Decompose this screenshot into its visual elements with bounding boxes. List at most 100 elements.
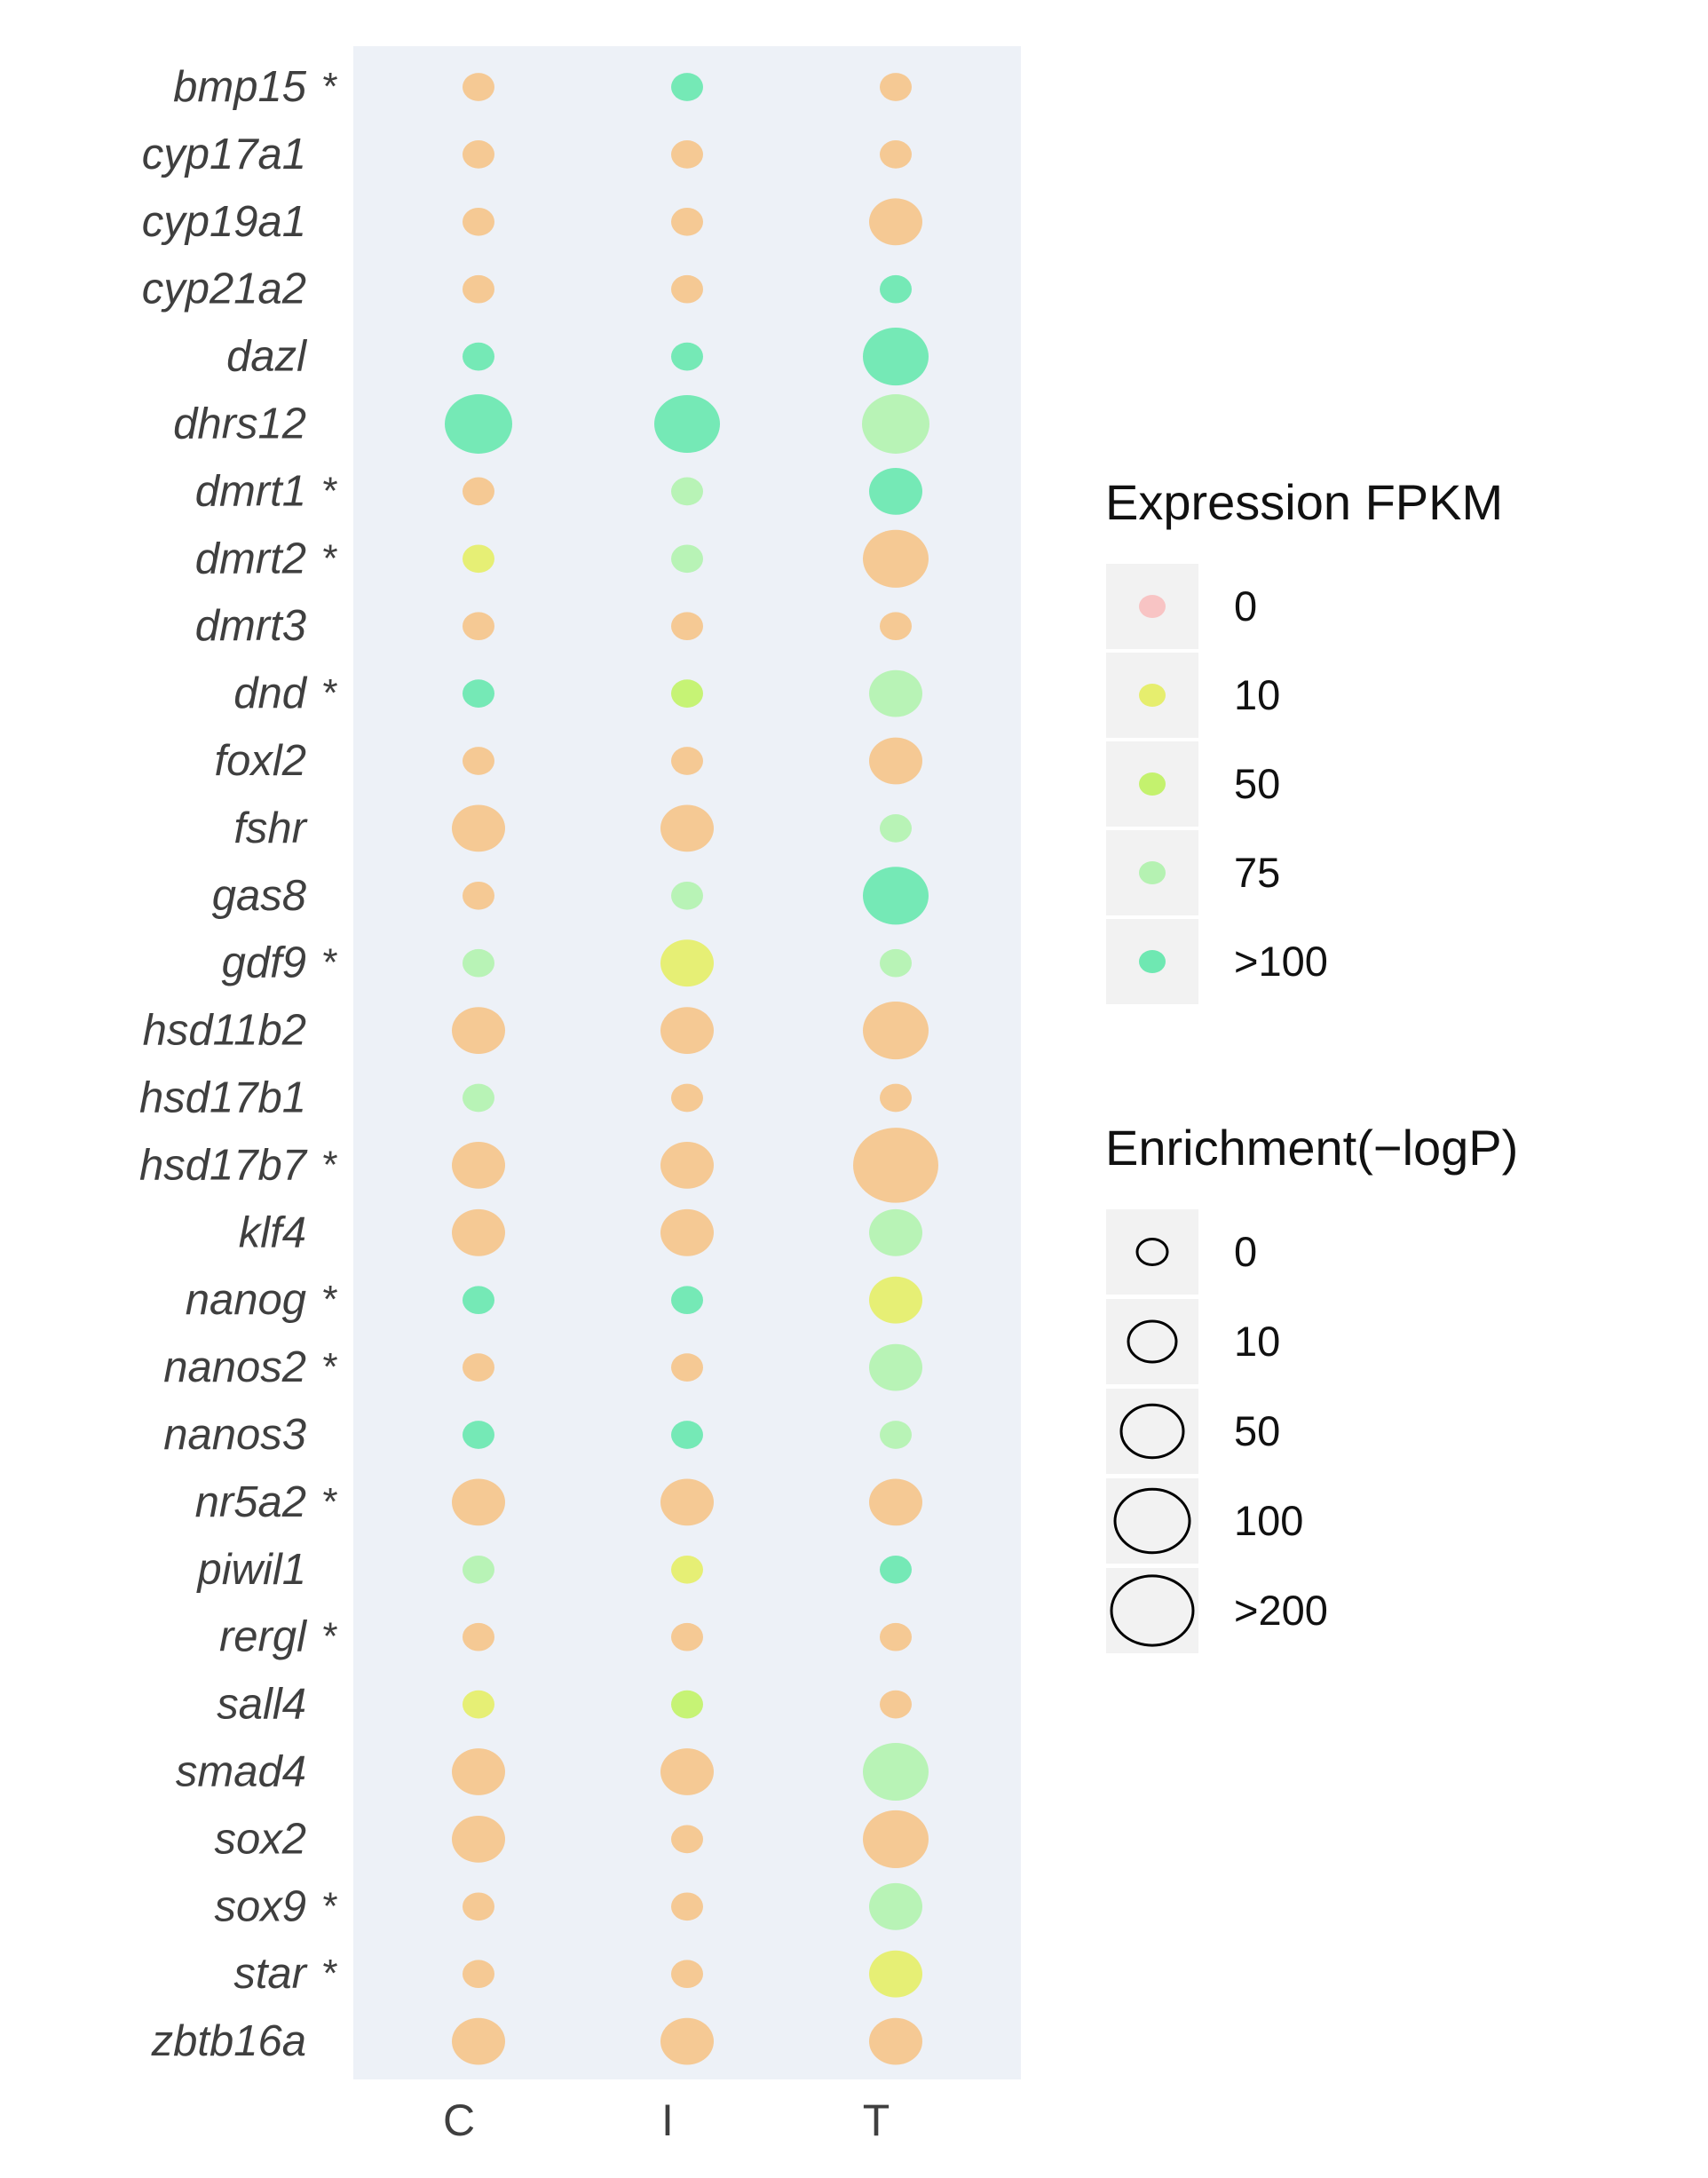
legend-size-label: >200 [1234,1587,1328,1634]
legend-size-label: 100 [1234,1497,1303,1544]
gene-label-zbtb16a: zbtb16a [151,2017,306,2065]
dot-klf4-T [869,1208,922,1256]
legend-size-label: 10 [1234,1318,1280,1365]
dot-nanos3-T [880,1421,912,1449]
dot-nanos2-T [869,1343,922,1391]
gene-label-dnd: dnd [233,669,308,717]
legend-size-swatch [1135,1238,1169,1266]
legend-color-swatch [1139,595,1166,618]
gene-label-piwil1: piwil1 [195,1546,306,1594]
dot-sox9-T [869,1882,922,1930]
x-tick-label-I: I [661,2095,674,2145]
dot-gdf9-C [463,948,494,978]
dot-nanog-T [869,1276,922,1324]
significance-star: * [322,941,337,985]
dot-dazl-I [671,342,703,371]
significance-star: * [322,469,337,512]
gene-label-cyp17a1: cyp17a1 [142,131,306,178]
gene-label-hsd17b1: hsd17b1 [139,1074,306,1122]
gene-label-cyp19a1: cyp19a1 [142,198,306,246]
dot-cyp21a2-I [671,274,703,304]
dot-fshr-C [452,804,505,852]
dot-hsd17b7-I [660,1142,714,1189]
significance-star: * [322,1615,337,1659]
gene-label-nanos2: nanos2 [163,1343,306,1391]
dot-cyp17a1-I [671,140,703,169]
dot-gas8-C [463,881,494,910]
dot-hsd17b1-T [880,1083,912,1113]
dot-nanos3-C [463,1421,494,1449]
dot-nanog-C [463,1286,494,1315]
gene-label-foxl2: foxl2 [214,737,306,785]
dot-nanog-I [671,1286,703,1315]
dot-fshr-T [880,814,912,843]
dot-foxl2-C [463,747,494,775]
dot-fshr-I [660,804,714,852]
legend-color-swatch [1139,684,1166,707]
legend-title-expression: Expression FPKM [1105,474,1503,530]
legend-key-background [1106,1568,1198,1653]
plot-panel-background [353,46,1021,2079]
legend-color-label: >100 [1234,938,1328,985]
dot-piwil1-C [463,1555,494,1584]
legend-size-swatch [1113,1487,1191,1555]
x-tick-label-C: C [443,2095,475,2145]
legend-title-enrichment: Enrichment(−logP) [1105,1120,1518,1176]
gene-label-dhrs12: dhrs12 [173,400,306,448]
dot-sall4-T [880,1690,912,1719]
dot-dnd-C [463,679,494,708]
dot-dmrt2-C [463,544,494,574]
gene-label-gdf9: gdf9 [222,939,306,987]
dot-hsd17b1-I [671,1083,703,1113]
dot-nr5a2-C [452,1478,505,1526]
dot-sall4-I [671,1690,703,1719]
dot-sox2-T [863,1810,929,1868]
legend-key-background [1106,1299,1198,1384]
dot-hsd11b2-I [660,1007,714,1054]
significance-star: * [322,1345,337,1389]
dot-dmrt3-C [463,612,494,641]
gene-label-dmrt1: dmrt1 [195,467,306,515]
dot-hsd17b7-C [452,1142,505,1189]
gene-label-fshr: fshr [233,804,307,852]
dot-gas8-T [863,867,929,925]
dot-bmp15-T [880,73,912,101]
significance-star: * [322,1278,337,1321]
dot-gdf9-T [880,948,912,978]
significance-star: * [322,1884,337,1928]
gene-label-nr5a2: nr5a2 [195,1478,306,1526]
dot-sox2-C [452,1815,505,1863]
dot-star-I [671,1960,703,1989]
gene-label-sox9: sox9 [214,1882,306,1930]
gene-label-dmrt2: dmrt2 [195,535,306,582]
legend-color-label: 0 [1234,582,1257,630]
significance-star: * [322,1952,337,1995]
dot-hsd11b2-T [863,1002,929,1060]
dot-smad4-I [660,1748,714,1795]
dot-dmrt2-I [671,544,703,574]
dot-dazl-C [463,342,494,371]
legend-color-label: 50 [1234,760,1280,807]
dot-dnd-T [869,669,922,717]
dot-smad4-C [452,1748,505,1795]
significance-star: * [322,536,337,580]
gene-label-dazl: dazl [226,333,307,381]
legend-size-swatch [1119,1403,1185,1460]
dot-nanos2-C [463,1353,494,1382]
dot-cyp21a2-T [880,274,912,304]
gene-label-sall4: sall4 [217,1681,306,1729]
legend-color-swatch [1139,861,1166,884]
dot-smad4-T [863,1742,929,1802]
dot-klf4-I [660,1208,714,1256]
gene-label-hsd17b7: hsd17b7 [139,1141,308,1189]
gene-label-gas8: gas8 [212,872,306,920]
gene-label-nanog: nanog [186,1276,306,1324]
legend-size-swatch [1110,1574,1195,1647]
dot-nr5a2-I [660,1478,714,1526]
dot-cyp17a1-C [463,140,494,169]
legend-color-label: 10 [1234,671,1280,718]
dot-cyp21a2-C [463,274,494,304]
legend-key-background [1106,1478,1198,1564]
